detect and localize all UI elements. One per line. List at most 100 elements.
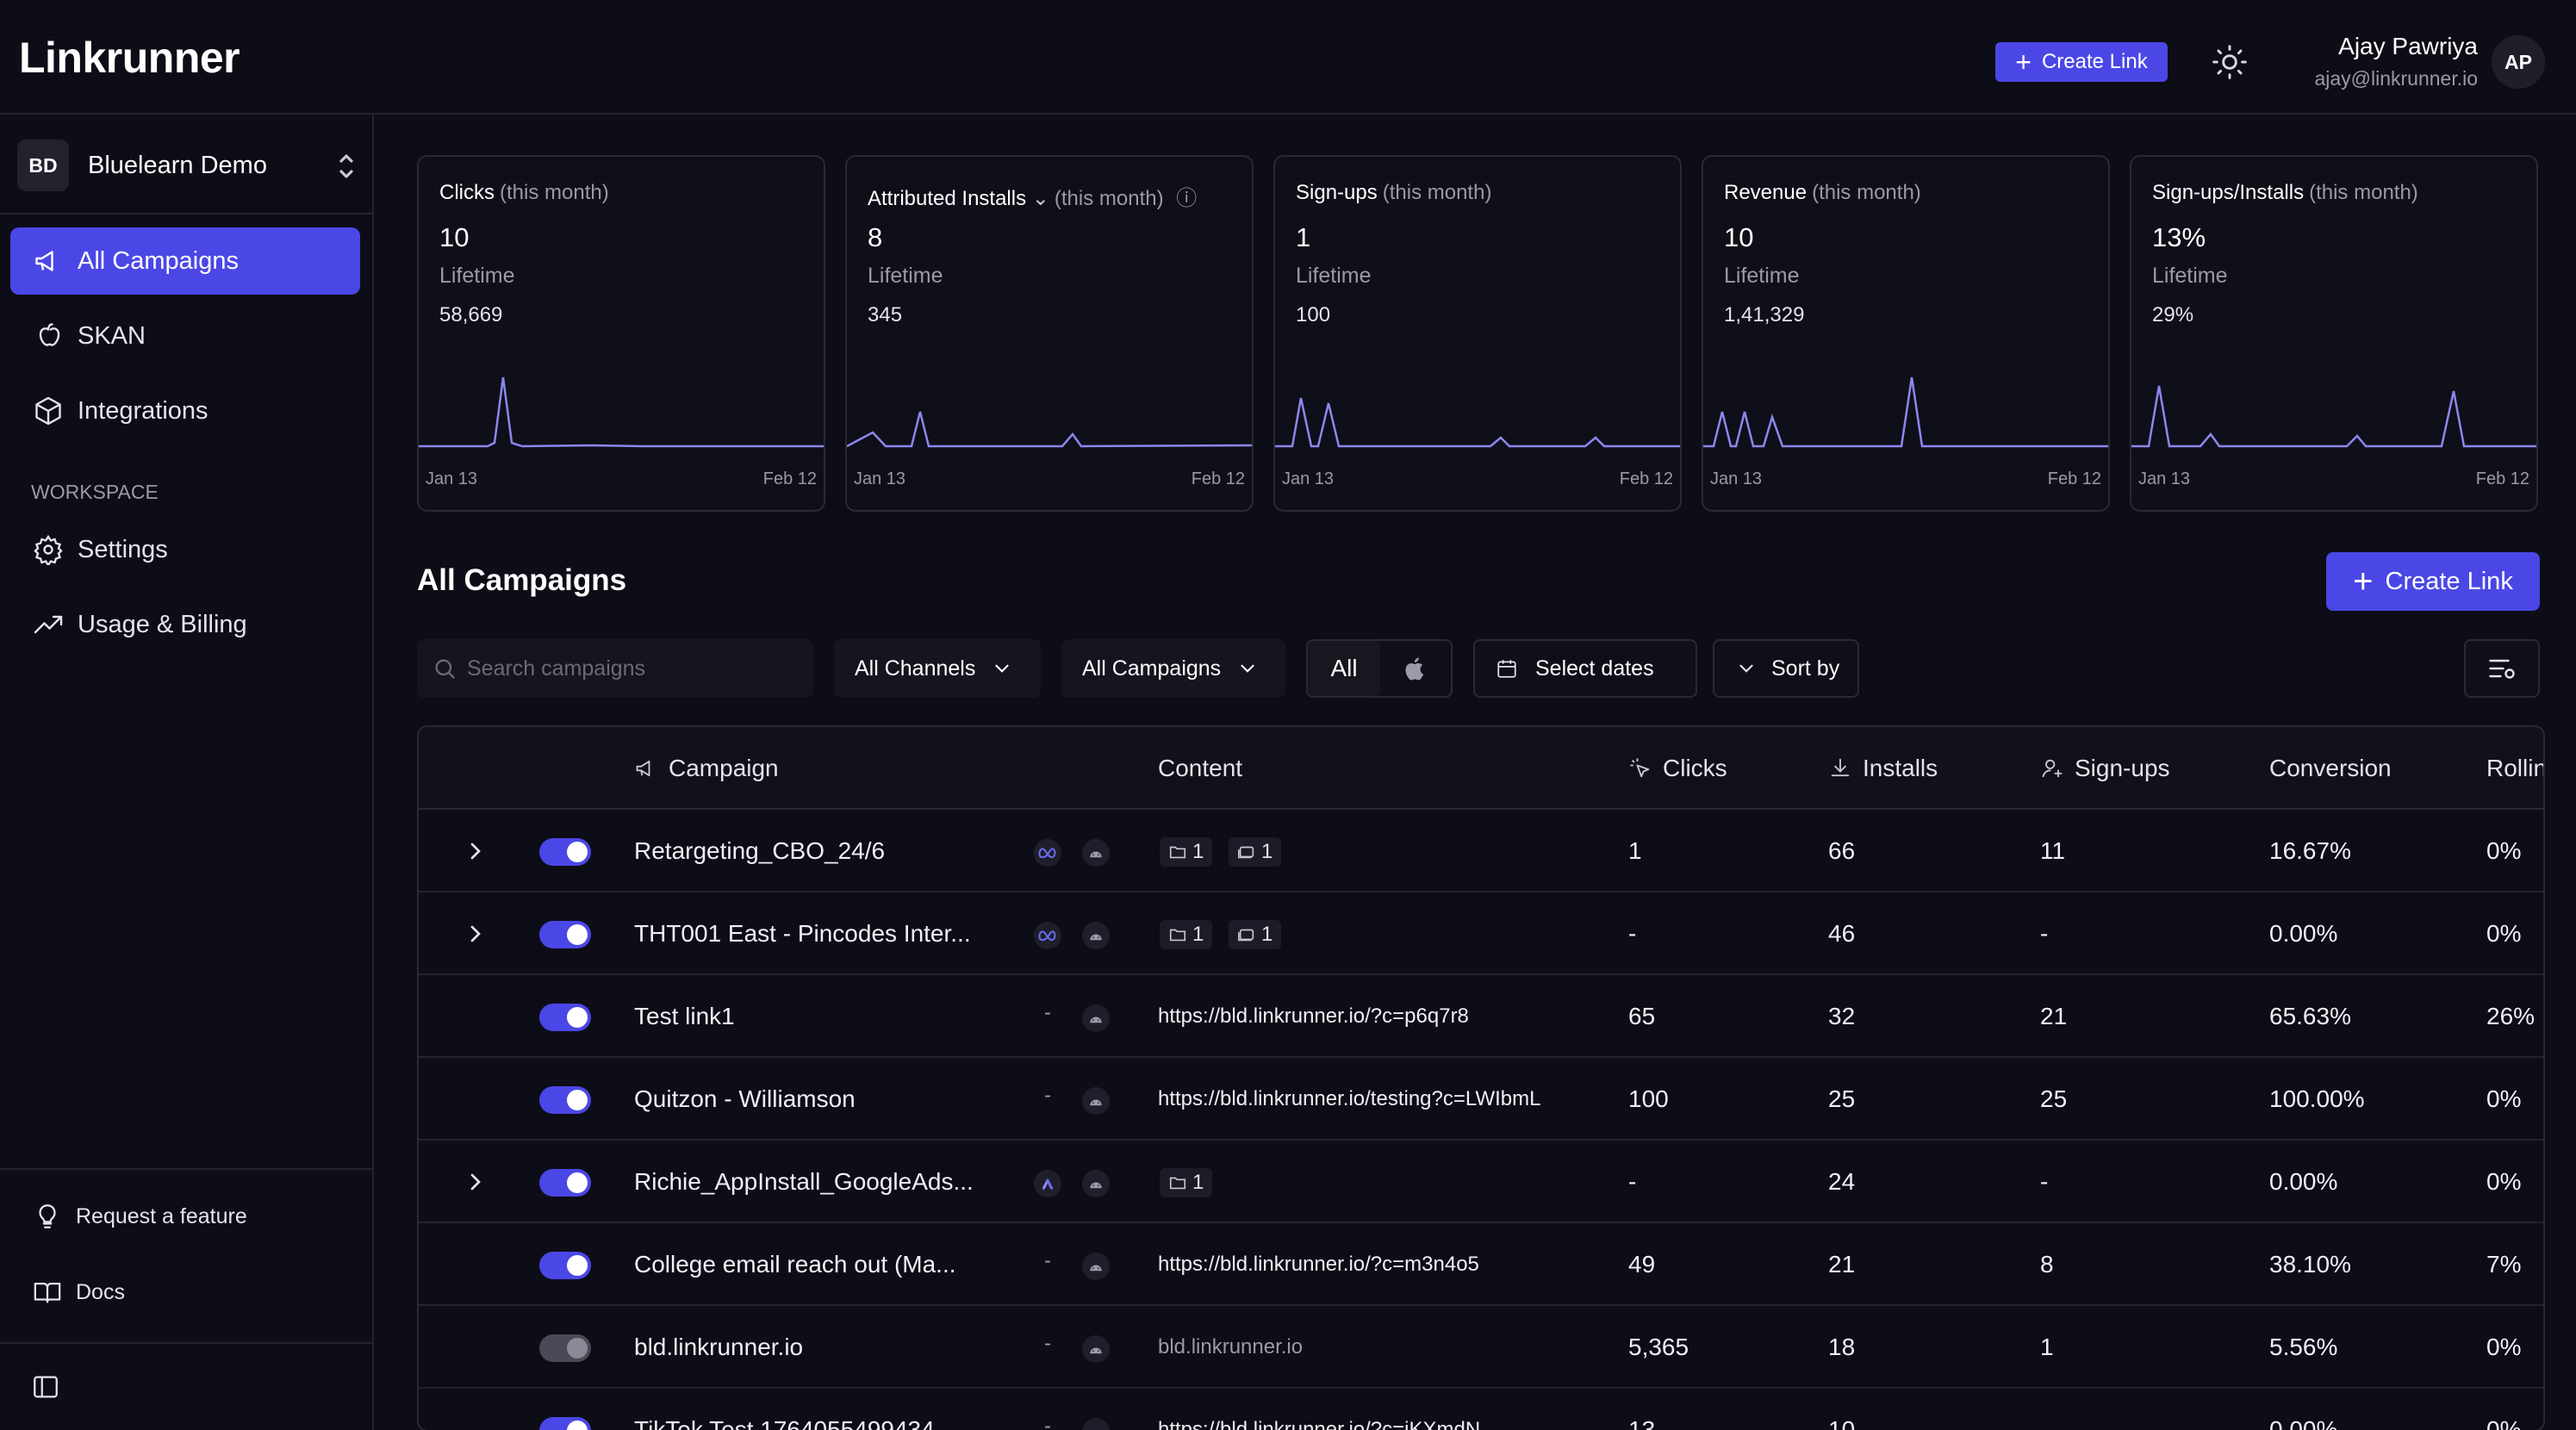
- conversion-value: 5.56%: [2269, 1334, 2338, 1360]
- content-link[interactable]: https://bld.linkrunner.io/?c=m3n4o5: [1158, 1253, 1479, 1276]
- conversion-value: 38.10%: [2269, 1251, 2351, 1278]
- stat-end-date: Feb 12: [762, 469, 817, 488]
- campaign-enabled-toggle[interactable]: [539, 838, 591, 866]
- sidebar-item-usage-billing[interactable]: Usage & Billing: [10, 591, 360, 658]
- workspace-section-label: WORKSPACE: [31, 481, 159, 503]
- sparkline: [1275, 397, 1680, 448]
- plus-icon: +: [2015, 47, 2032, 78]
- table-row[interactable]: College email reach out (Ma... - https:/…: [419, 1223, 2543, 1306]
- campaigns-dropdown[interactable]: All Campaigns: [1061, 639, 1285, 698]
- rolling-value: 0%: [2486, 1168, 2522, 1195]
- campaign-name[interactable]: THT001 East - Pincodes Inter...: [634, 920, 971, 947]
- folder-count-badge: 1: [1160, 920, 1213, 949]
- sidebar: BD Bluelearn Demo All Campaigns SKAN Int…: [0, 115, 374, 1430]
- campaign-enabled-toggle[interactable]: [539, 1417, 591, 1430]
- workspace-switcher[interactable]: BD Bluelearn Demo: [17, 135, 362, 196]
- theme-toggle-sun-icon[interactable]: [2211, 43, 2249, 81]
- campaign-enabled-toggle[interactable]: [539, 1334, 591, 1362]
- content-link[interactable]: https://bld.linkrunner.io/?c=p6q7r8: [1158, 1004, 1469, 1028]
- platform-segmented-control: All: [1306, 639, 1453, 698]
- stat-lifetime-label: Lifetime: [868, 264, 943, 288]
- installs-value: 24: [1828, 1168, 1856, 1195]
- platform-all-option[interactable]: All: [1308, 641, 1380, 696]
- signups-value: 1: [2040, 1334, 2054, 1360]
- campaign-name[interactable]: TikTok Test 1764055499434: [634, 1416, 935, 1430]
- content-link[interactable]: https://bld.linkrunner.io/?c=iKXmdN: [1158, 1418, 1481, 1430]
- request-feature-link[interactable]: Request a feature: [33, 1202, 247, 1231]
- apple-icon: [39, 323, 60, 346]
- campaign-name[interactable]: College email reach out (Ma...: [634, 1251, 956, 1278]
- campaign-name[interactable]: Quitzon - Williamson: [634, 1085, 856, 1112]
- campaign-enabled-toggle[interactable]: [539, 1252, 591, 1279]
- rolling-value: 0%: [2486, 1085, 2522, 1112]
- sidebar-item-integrations[interactable]: Integrations: [10, 377, 360, 445]
- campaign-name[interactable]: Richie_AppInstall_GoogleAds...: [634, 1168, 974, 1195]
- table-row[interactable]: THT001 East - Pincodes Inter... 1 1 - 46…: [419, 892, 2543, 975]
- chevron-right-icon[interactable]: [462, 920, 489, 948]
- column-header-signups[interactable]: Sign-ups: [2040, 727, 2170, 810]
- platform-ios-option[interactable]: [1380, 656, 1451, 681]
- user-avatar[interactable]: AP: [2492, 35, 2545, 89]
- android-icon: [1082, 1335, 1110, 1363]
- column-header-content[interactable]: Content: [1158, 755, 1243, 781]
- table-row[interactable]: bld.linkrunner.io - bld.linkrunner.io 5,…: [419, 1306, 2543, 1389]
- date-picker-button[interactable]: Select dates: [1473, 639, 1697, 698]
- megaphone-icon: [35, 251, 53, 271]
- column-header-conversion[interactable]: Conversion: [2269, 755, 2392, 781]
- meta-icon: [1034, 839, 1061, 867]
- content-link[interactable]: bld.linkrunner.io: [1158, 1335, 1304, 1358]
- lightbulb-icon: [39, 1204, 56, 1228]
- sidebar-item-skan[interactable]: SKAN: [10, 302, 360, 370]
- clicks-value: 5,365: [1628, 1334, 1689, 1360]
- table-row[interactable]: Retargeting_CBO_24/6 1 1 1 66 11 16.67% …: [419, 810, 2543, 892]
- sidebar-item-settings[interactable]: Settings: [10, 516, 360, 583]
- campaign-name[interactable]: Test link1: [634, 1003, 735, 1029]
- workspace-name: Bluelearn Demo: [88, 151, 267, 179]
- campaign-enabled-toggle[interactable]: [539, 921, 591, 948]
- chevron-right-icon[interactable]: [462, 837, 489, 865]
- table-row[interactable]: Quitzon - Williamson - https://bld.linkr…: [419, 1058, 2543, 1141]
- channels-dropdown[interactable]: All Channels: [834, 639, 1041, 698]
- table-row[interactable]: Test link1 - https://bld.linkrunner.io/?…: [419, 975, 2543, 1058]
- sparkline: [419, 376, 824, 448]
- column-settings-button[interactable]: [2464, 639, 2540, 698]
- campaign-enabled-toggle[interactable]: [539, 1086, 591, 1114]
- column-header-installs[interactable]: Installs: [1828, 727, 1938, 810]
- sidebar-item-label: Integrations: [78, 396, 208, 425]
- sidebar-item-label: All Campaigns: [78, 246, 239, 275]
- chevron-down-icon: [995, 664, 1009, 673]
- header-create-link-button[interactable]: + Create Link: [1995, 42, 2168, 82]
- app-logo[interactable]: Linkrunner: [19, 34, 240, 82]
- google-ads-icon: [1034, 1170, 1061, 1197]
- campaign-name[interactable]: bld.linkrunner.io: [634, 1334, 804, 1360]
- stat-lifetime-label: Lifetime: [1724, 264, 1800, 288]
- table-row[interactable]: Richie_AppInstall_GoogleAds... 1 - 24 - …: [419, 1141, 2543, 1223]
- campaign-name[interactable]: Retargeting_CBO_24/6: [634, 837, 886, 864]
- chevron-right-icon[interactable]: [462, 1168, 489, 1196]
- stat-lifetime-value: 345: [868, 303, 903, 326]
- column-header-rolling[interactable]: Rollin: [2486, 755, 2545, 781]
- docs-link[interactable]: Docs: [33, 1278, 125, 1307]
- stat-title[interactable]: Attributed Installs ⌄ (this month) ⓘ: [868, 187, 1198, 210]
- chevron-down-icon: [1739, 664, 1753, 673]
- signups-value: 8: [2040, 1251, 2054, 1278]
- book-icon: [34, 1282, 61, 1303]
- content-link[interactable]: https://bld.linkrunner.io/testing?c=LWIb…: [1158, 1087, 1541, 1110]
- column-header-clicks[interactable]: Clicks: [1628, 727, 1727, 810]
- sort-by-button[interactable]: Sort by: [1713, 639, 1859, 698]
- stat-lifetime-value: 58,669: [439, 303, 503, 326]
- column-header-campaign[interactable]: Campaign: [634, 727, 779, 810]
- sidebar-collapse-icon[interactable]: [31, 1372, 60, 1402]
- campaign-enabled-toggle[interactable]: [539, 1169, 591, 1197]
- sparkline: [2131, 385, 2536, 448]
- ad-count-badge: 1: [1229, 920, 1282, 949]
- campaign-enabled-toggle[interactable]: [539, 1004, 591, 1031]
- create-link-button[interactable]: + Create Link: [2326, 552, 2540, 611]
- search-input[interactable]: Search campaigns: [417, 639, 813, 698]
- stat-value: 8: [868, 222, 883, 252]
- user-name: Ajay Pawriya: [2338, 33, 2478, 59]
- sidebar-item-all-campaigns[interactable]: All Campaigns: [10, 227, 360, 295]
- rolling-value: 0%: [2486, 837, 2522, 864]
- clicks-value: 65: [1628, 1003, 1656, 1029]
- table-row[interactable]: TikTok Test 1764055499434 - https://bld.…: [419, 1389, 2543, 1430]
